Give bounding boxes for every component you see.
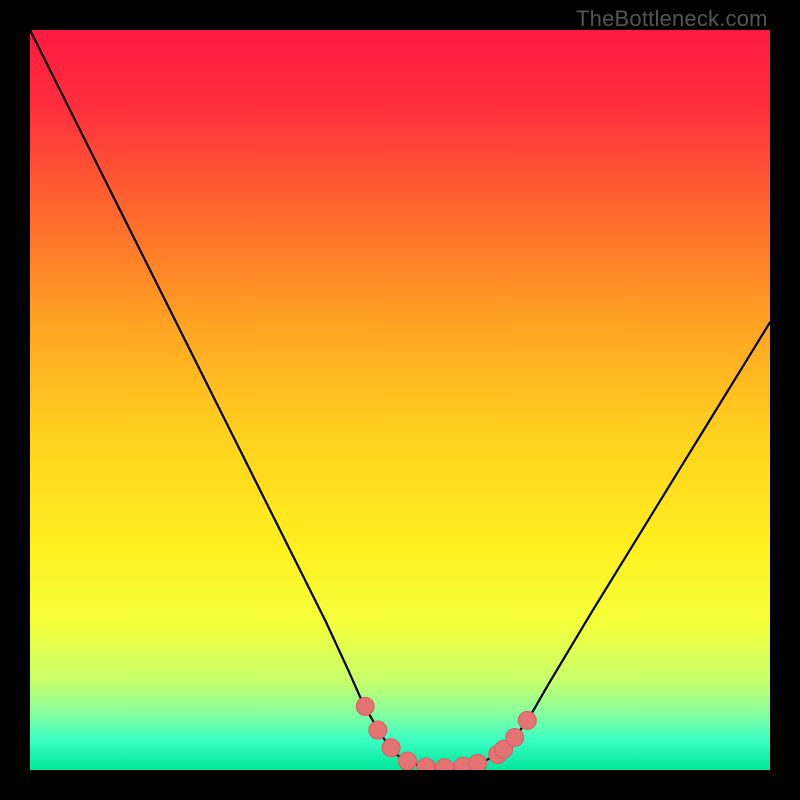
- curve-marker: [506, 728, 524, 746]
- curve-marker: [369, 721, 387, 739]
- curve-marker: [382, 739, 400, 757]
- curve-marker: [398, 752, 416, 770]
- watermark-text: TheBottleneck.com: [576, 6, 768, 32]
- gradient-background: [30, 30, 770, 770]
- curve-marker: [356, 697, 374, 715]
- curve-marker: [469, 754, 487, 770]
- chart-frame: TheBottleneck.com: [0, 0, 800, 800]
- curve-marker: [518, 711, 536, 729]
- bottleneck-curve-chart: [30, 30, 770, 770]
